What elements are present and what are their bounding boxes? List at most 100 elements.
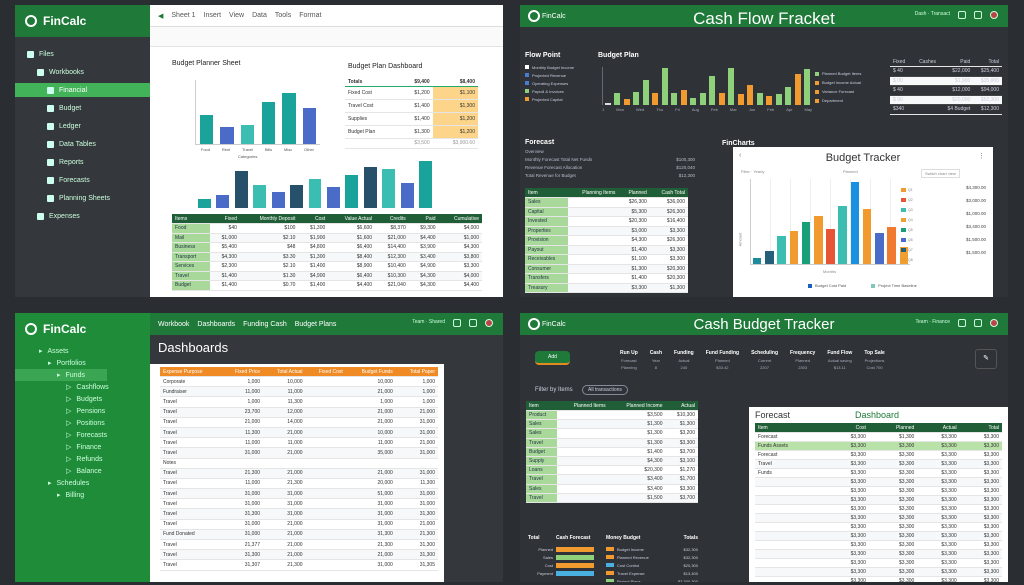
table-cell[interactable]: $3,300 [917,450,960,460]
table-cell[interactable]: Travel [160,539,222,551]
table-cell[interactable] [557,410,609,421]
table-cell[interactable]: Consumer [525,264,568,274]
table-cell[interactable]: 51,000 [345,488,396,500]
table-cell[interactable]: $26,300 [649,207,688,217]
table-cell[interactable]: Funds [755,468,827,478]
table-cell[interactable]: $3,400 [608,474,666,485]
table-cell[interactable]: 1,000 [221,376,264,388]
table-cell[interactable]: $52,300 [973,95,1002,105]
view-toggle[interactable]: Switch chart view [921,169,960,178]
table-cell[interactable]: 23,700 [221,407,264,418]
chart-toggle-icon[interactable]: ✎ [975,349,997,369]
table-cell[interactable] [567,226,619,236]
table-cell[interactable] [305,468,346,479]
table-cell[interactable]: Mail [172,233,211,243]
sidebar-item[interactable]: Financial [15,83,150,97]
table-cell[interactable] [567,245,619,255]
table-cell[interactable]: $3,300 [959,540,1002,550]
table-cell[interactable]: $6,400 [328,271,376,281]
tree-item[interactable]: ▷ Budgets [15,393,150,405]
tree-item[interactable]: ▸ Assets [15,345,150,357]
table-cell[interactable]: $3,300 [826,558,869,568]
table-cell[interactable]: $4,300 [438,242,482,253]
table-cell[interactable]: $12,300 [375,252,409,262]
table-cell[interactable]: $3,300 [959,432,1002,442]
table-cell[interactable]: Product [526,410,558,421]
table-cell[interactable]: 31,300 [395,549,438,561]
menu-item[interactable]: Insert [203,12,222,19]
table-cell[interactable]: Treasury [525,283,568,293]
table-cell[interactable] [911,76,940,86]
avatar[interactable] [990,11,998,19]
table-cell[interactable] [911,95,940,105]
table-cell[interactable]: 1,000 [395,396,438,408]
table-cell[interactable]: 21,000 [345,417,396,428]
sidebar-item[interactable]: Expenses [15,209,150,223]
table-cell[interactable]: Receivables [525,254,568,265]
table-cell[interactable]: 21,300 [263,559,306,571]
table-cell[interactable]: Loans [526,465,558,476]
table-cell[interactable]: 31,000 [395,488,438,500]
table-cell[interactable]: $1,900 [939,76,974,86]
table-cell[interactable] [305,519,346,530]
table-cell[interactable]: 21,000 [263,519,306,530]
table-cell[interactable] [911,66,940,77]
table-cell[interactable] [557,428,609,439]
table-cell[interactable] [567,273,619,284]
table-cell[interactable]: $3,300 [917,468,960,478]
window-icon[interactable] [974,11,982,19]
table-cell[interactable]: $22,000 [939,66,974,77]
table-cell[interactable]: 21,000 [263,529,306,541]
table-cell[interactable]: 11,300 [395,478,438,490]
table-cell[interactable]: $1,300 [608,438,666,448]
table-cell[interactable]: Travel [160,559,222,571]
sidebar-item[interactable]: Forecasts [15,173,150,187]
table-cell[interactable]: $100 [239,223,299,234]
table-cell[interactable]: Travel [160,447,222,459]
table-cell[interactable]: $3,300 [868,567,918,577]
table-cell[interactable]: 31,000 [263,488,306,500]
table-cell[interactable]: Properties [525,226,568,236]
table-cell[interactable]: $16,400 [649,216,688,227]
table-cell[interactable]: 31,000 [221,447,264,459]
table-cell[interactable]: $1,700 [665,474,698,485]
table-cell[interactable]: 21,000 [395,407,438,418]
table-cell[interactable]: $1.30 [239,271,299,281]
table-cell[interactable]: 31,000 [395,468,438,479]
table-cell[interactable]: Forecast [755,450,827,460]
table-cell[interactable] [305,386,346,398]
table-cell[interactable]: 31,300 [395,539,438,551]
sidebar-item[interactable]: Ledger [15,119,150,133]
table-cell[interactable] [305,427,346,439]
table-cell[interactable]: Travel [526,474,558,485]
table-cell[interactable] [567,216,619,227]
home-icon[interactable] [453,319,461,327]
table-cell[interactable]: $3,300 [826,441,869,451]
table-cell[interactable]: $1,400 [298,261,329,272]
table-cell[interactable]: $3,300 [917,486,960,496]
table-cell[interactable]: Forecast [755,432,827,442]
table-cell[interactable] [567,235,619,246]
tree-item[interactable]: ▸ Portfolios [15,357,150,369]
table-cell[interactable] [755,495,827,505]
table-cell[interactable]: $3,300 [959,441,1002,451]
back-icon[interactable]: ◀ [158,12,164,20]
table-cell[interactable] [567,207,619,217]
table-cell[interactable]: $1,400 [210,280,240,291]
table-cell[interactable]: 21,000 [221,417,264,428]
table-cell[interactable]: $3,300 [826,477,869,487]
table-cell[interactable]: 21,300 [395,529,438,541]
table-cell[interactable]: $3,300 [917,513,960,523]
table-cell[interactable]: $3,300 [959,513,1002,523]
home-icon[interactable] [958,11,966,19]
table-cell[interactable]: 21,000 [345,386,396,398]
table-cell[interactable]: $3,300 [959,522,1002,532]
table-cell[interactable]: 31,300 [395,508,438,520]
table-cell[interactable]: Travel [160,488,222,500]
table-cell[interactable]: 31,300 [221,549,264,561]
table-cell[interactable]: $4,800 [298,242,329,253]
table-cell[interactable]: Travel [160,396,222,408]
tree-item[interactable]: ▷ Cashflows [15,381,150,393]
table-cell[interactable]: 1,000 [395,376,438,388]
table-cell[interactable] [263,458,306,469]
